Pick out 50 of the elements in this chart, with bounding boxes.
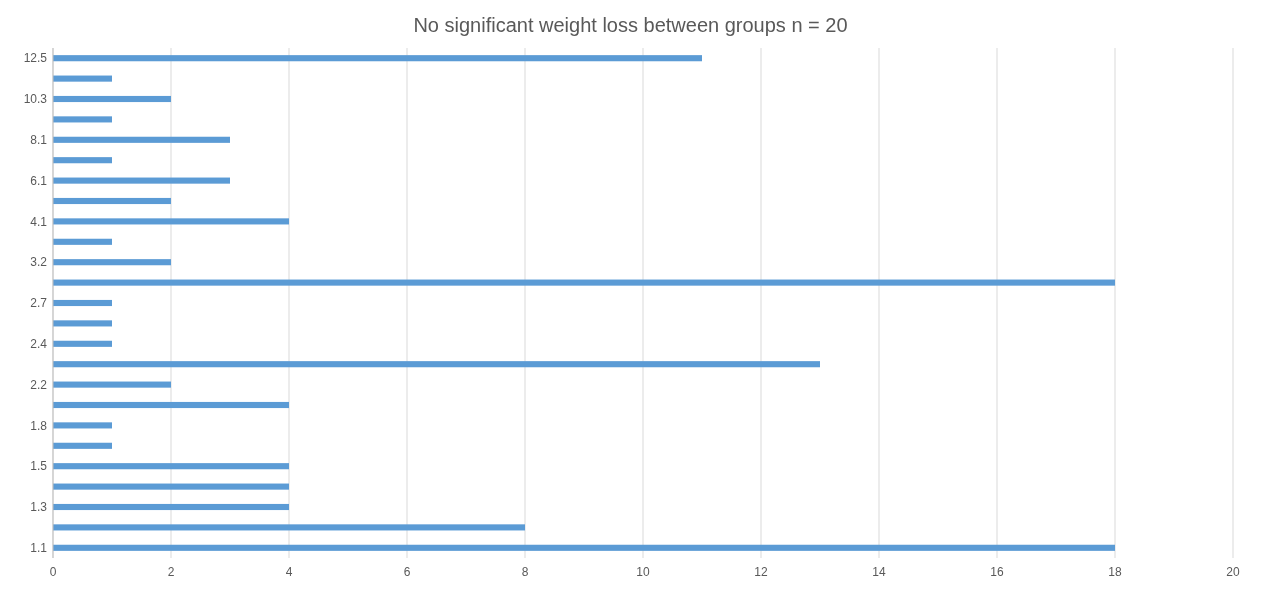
y-tick-label: 2.2 bbox=[30, 377, 48, 392]
bar bbox=[53, 95, 171, 103]
bar bbox=[53, 401, 289, 409]
bar bbox=[53, 381, 171, 388]
x-tick-label: 18 bbox=[1108, 565, 1122, 579]
bar bbox=[53, 503, 289, 511]
bar bbox=[53, 177, 230, 184]
bar bbox=[53, 483, 289, 490]
y-tick-label: 8.1 bbox=[30, 133, 48, 147]
bar bbox=[53, 422, 112, 429]
y-tick-label: 10.3 bbox=[23, 92, 48, 107]
bar bbox=[53, 238, 112, 245]
y-tick-label: 2.7 bbox=[30, 296, 48, 311]
x-tick-label: 2 bbox=[167, 565, 175, 579]
x-tick-label: 0 bbox=[49, 565, 57, 579]
y-tick-label: 3.2 bbox=[30, 255, 48, 270]
bar bbox=[53, 116, 112, 123]
y-tick-label: 1.8 bbox=[30, 418, 48, 433]
bar bbox=[53, 136, 230, 143]
x-tick-label: 10 bbox=[636, 565, 650, 579]
y-tick-label: 1.1 bbox=[30, 541, 48, 555]
bar bbox=[53, 75, 112, 82]
bar bbox=[53, 442, 112, 449]
x-tick-label: 16 bbox=[990, 565, 1004, 579]
bar bbox=[53, 279, 1115, 286]
bar bbox=[53, 299, 112, 307]
y-tick-label: 1.3 bbox=[30, 500, 48, 515]
chart-title: No significant weight loss between groups n = 20 bbox=[413, 14, 848, 36]
bar bbox=[53, 544, 1115, 551]
x-tick-label: 14 bbox=[872, 565, 886, 579]
bar bbox=[53, 55, 702, 62]
bar bbox=[53, 463, 289, 470]
y-tick-label: 1.5 bbox=[30, 459, 48, 474]
bar bbox=[53, 197, 171, 205]
bar bbox=[53, 361, 820, 368]
y-tick-label: 4.1 bbox=[30, 214, 48, 229]
x-tick-label: 4 bbox=[285, 565, 293, 579]
x-tick-label: 8 bbox=[521, 565, 529, 579]
bar bbox=[53, 157, 112, 164]
y-tick-label: 2.4 bbox=[30, 337, 48, 351]
y-tick-label: 6.1 bbox=[30, 173, 48, 188]
x-tick-label: 20 bbox=[1226, 565, 1240, 579]
bar bbox=[53, 218, 289, 225]
x-tick-label: 12 bbox=[754, 565, 768, 579]
bar bbox=[53, 259, 171, 266]
bar bbox=[53, 340, 112, 347]
bar bbox=[53, 320, 112, 327]
y-tick-label: 12.5 bbox=[23, 51, 48, 66]
x-tick-label: 6 bbox=[403, 565, 411, 579]
bar bbox=[53, 524, 525, 531]
